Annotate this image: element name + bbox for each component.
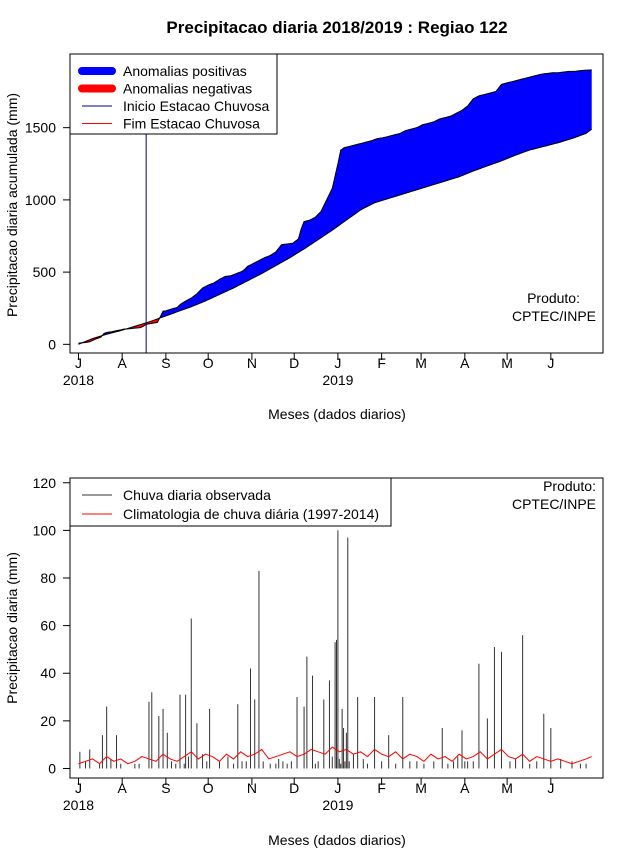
- climatology-cumulative-line: [78, 128, 593, 345]
- cumulative-x-tick-label: J: [547, 355, 554, 371]
- daily-x-tick-label: N: [247, 780, 257, 796]
- cumulative-x-axis-label: Meses (dados diarios): [268, 406, 406, 422]
- cumulative-x-tick-label: N: [247, 355, 257, 371]
- cumulative-x-tick-label: J: [334, 355, 341, 371]
- daily-x-tick-label: O: [203, 780, 214, 796]
- cumulative-legend: Anomalias positivas Anomalias negativasIn…: [69, 53, 278, 135]
- cumulative-y-tick-label: 1000: [25, 192, 56, 208]
- daily-y-axis-label: Precipitacao diaria (mm): [4, 552, 20, 704]
- daily-x-tick-label: J: [334, 780, 341, 796]
- cumulative-y-tick-label: 500: [33, 264, 57, 280]
- cumulative-x-tick-label: O: [203, 355, 214, 371]
- figure-title: Precipitacao diaria 2018/2019 : Regiao 1…: [166, 18, 507, 37]
- daily-y-tick-label: 40: [40, 665, 56, 681]
- daily-y-tick-label: 120: [33, 475, 57, 491]
- daily-year-label: 2018: [63, 797, 94, 813]
- daily-year-label: 2019: [322, 797, 353, 813]
- daily-x-tick-label: S: [161, 780, 170, 796]
- cumulative-x-tick-label: A: [118, 355, 128, 371]
- cumulative-year-label: 2019: [322, 372, 353, 388]
- cumulative-legend-label: Fim Estacao Chuvosa: [123, 116, 260, 132]
- observed-cumulative-line: [78, 69, 592, 344]
- daily-credit-line-2: CPTEC/INPE: [512, 496, 596, 512]
- daily-y-tick-label: 60: [40, 618, 56, 634]
- cumulative-credit-line-2: CPTEC/INPE: [512, 308, 596, 324]
- daily-x-tick-label: A: [118, 780, 128, 796]
- cumulative-y-tick-label: 1500: [25, 120, 56, 136]
- daily-climatology-line: [78, 746, 592, 765]
- cumulative-x-tick-label: M: [415, 355, 427, 371]
- daily-legend-label: Climatologia de chuva diária (1997-2014): [123, 506, 379, 522]
- daily-x-tick-label: J: [547, 780, 554, 796]
- daily-x-tick-label: A: [460, 780, 470, 796]
- daily-credit-line-1: Produto:: [543, 478, 596, 494]
- daily-y-tick-label: 20: [40, 713, 56, 729]
- daily-x-tick-label: J: [75, 780, 82, 796]
- daily-x-axis-label: Meses (dados diarios): [268, 832, 406, 848]
- cumulative-legend-label: Anomalias negativas: [123, 81, 252, 97]
- daily-x-tick-label: F: [377, 780, 386, 796]
- daily-legend-box: [69, 477, 392, 527]
- daily-series: [78, 530, 592, 769]
- cumulative-x-tick-label: D: [289, 355, 299, 371]
- daily-y-tick-label: 0: [48, 760, 56, 776]
- cumulative-x-tick-label: J: [75, 355, 82, 371]
- daily-y-tick-label: 100: [33, 522, 57, 538]
- cumulative-y-tick-label: 0: [48, 336, 56, 352]
- cumulative-x-tick-label: F: [377, 355, 386, 371]
- cumulative-year-label: 2018: [63, 372, 94, 388]
- daily-legend-label: Chuva diaria observada: [123, 487, 271, 503]
- cumulative-y-axis-label: Precipitacao diaria acumulada (mm): [4, 93, 20, 317]
- daily-x-tick-label: D: [289, 780, 299, 796]
- daily-x-tick-label: M: [501, 780, 513, 796]
- daily-x-tick-label: M: [415, 780, 427, 796]
- cumulative-x-tick-label: S: [161, 355, 170, 371]
- daily-legend: Chuva diaria observada Climatologia de ch…: [69, 477, 392, 527]
- cumulative-legend-label: Inicio Estacao Chuvosa: [123, 98, 270, 114]
- cumulative-x-tick-label: A: [460, 355, 470, 371]
- cumulative-legend-label: Anomalias positivas: [123, 63, 247, 79]
- cumulative-credit-line-1: Produto:: [527, 290, 580, 306]
- daily-y-tick-label: 80: [40, 570, 56, 586]
- cumulative-x-tick-label: M: [501, 355, 513, 371]
